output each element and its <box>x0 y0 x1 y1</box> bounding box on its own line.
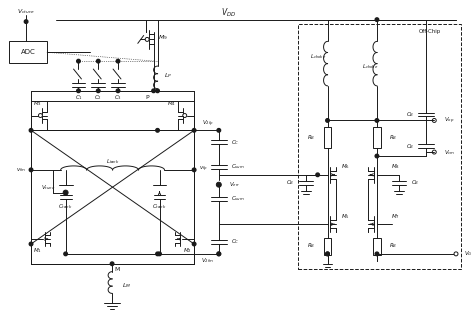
Circle shape <box>63 190 68 195</box>
Text: $C_B$: $C_B$ <box>410 178 419 187</box>
Circle shape <box>29 242 33 246</box>
Circle shape <box>110 262 114 266</box>
Text: $M_6$: $M_6$ <box>341 162 350 171</box>
Text: Off-Chip: Off-Chip <box>419 29 441 34</box>
Text: $R_B$: $R_B$ <box>308 133 316 142</box>
Circle shape <box>375 18 379 22</box>
Text: $C_C$: $C_C$ <box>231 138 239 147</box>
Circle shape <box>192 168 196 171</box>
Text: $C_3$: $C_3$ <box>114 93 122 102</box>
Circle shape <box>316 173 319 177</box>
Text: $M_5$: $M_5$ <box>341 212 350 221</box>
Circle shape <box>156 129 159 132</box>
Circle shape <box>217 252 220 256</box>
Text: $C_B$: $C_B$ <box>406 110 414 119</box>
Circle shape <box>375 119 379 122</box>
Circle shape <box>38 113 42 118</box>
Circle shape <box>156 252 159 256</box>
Text: $V_{2fm}$: $V_{2fm}$ <box>201 256 214 265</box>
Text: ADC: ADC <box>21 49 36 55</box>
Text: P: P <box>146 95 149 100</box>
Text: $C_{sum}$: $C_{sum}$ <box>231 194 245 203</box>
Circle shape <box>64 252 67 256</box>
Text: $M_8$: $M_8$ <box>391 162 400 171</box>
Text: $V_{2fp}$: $V_{2fp}$ <box>202 118 214 128</box>
Text: M: M <box>114 267 120 272</box>
Bar <box>31 101 194 264</box>
Text: $M_7$: $M_7$ <box>391 212 400 221</box>
Text: $V_{tune}$: $V_{tune}$ <box>41 183 55 192</box>
Bar <box>324 238 331 255</box>
Circle shape <box>217 183 220 186</box>
Circle shape <box>158 252 161 256</box>
Circle shape <box>217 252 220 256</box>
Circle shape <box>97 89 100 93</box>
Text: $v_{fm}$: $v_{fm}$ <box>16 166 26 174</box>
Text: $R_B$: $R_B$ <box>308 242 316 250</box>
Circle shape <box>375 252 379 256</box>
Circle shape <box>454 252 458 256</box>
Text: $L_{choke}$: $L_{choke}$ <box>362 61 379 71</box>
Circle shape <box>326 252 329 256</box>
Text: $C_{sum}$: $C_{sum}$ <box>231 162 245 171</box>
Circle shape <box>77 59 80 63</box>
Circle shape <box>64 191 67 194</box>
Text: $C_B$: $C_B$ <box>286 178 294 187</box>
Text: $L_{tank}$: $L_{tank}$ <box>106 158 119 166</box>
Text: $M_9$: $M_9$ <box>157 33 167 42</box>
Circle shape <box>97 59 100 63</box>
Circle shape <box>183 113 187 118</box>
Text: $M_4$: $M_4$ <box>167 99 176 108</box>
Text: $v_{fp}$: $v_{fp}$ <box>199 165 208 174</box>
Circle shape <box>116 59 120 63</box>
Text: $R_B$: $R_B$ <box>389 133 397 142</box>
Text: $V_G$: $V_G$ <box>464 249 473 258</box>
Circle shape <box>192 242 196 246</box>
Bar <box>324 127 331 148</box>
Text: $M_1$: $M_1$ <box>33 246 42 256</box>
Circle shape <box>29 129 33 132</box>
Circle shape <box>29 168 33 171</box>
Circle shape <box>24 20 28 23</box>
Circle shape <box>217 129 220 132</box>
Bar <box>9 42 47 63</box>
Text: $M_2$: $M_2$ <box>183 246 192 256</box>
Circle shape <box>432 150 436 154</box>
Text: $L_M$: $L_M$ <box>122 281 131 290</box>
Circle shape <box>326 252 329 256</box>
Circle shape <box>116 89 120 93</box>
Circle shape <box>77 89 80 93</box>
Circle shape <box>156 89 159 93</box>
Text: $C_{tank}$: $C_{tank}$ <box>58 202 73 211</box>
Text: $V_{cm}$: $V_{cm}$ <box>444 148 456 157</box>
Text: $C_1$: $C_1$ <box>74 93 82 102</box>
Text: $L_P$: $L_P$ <box>164 72 173 81</box>
Circle shape <box>216 182 221 187</box>
Text: $V_{DD}$: $V_{DD}$ <box>221 6 237 19</box>
Bar <box>373 238 381 255</box>
Text: $R_B$: $R_B$ <box>389 242 397 250</box>
Circle shape <box>375 154 379 158</box>
Bar <box>298 23 461 269</box>
Text: $C_{tank}$: $C_{tank}$ <box>152 202 167 211</box>
Text: $V_{op}$: $V_{op}$ <box>444 115 455 126</box>
Text: $L_{choke}$: $L_{choke}$ <box>310 52 326 61</box>
Text: $V_{ctune}$: $V_{ctune}$ <box>17 7 36 16</box>
Text: $M_3$: $M_3$ <box>33 99 42 108</box>
Text: $C_C$: $C_C$ <box>231 237 239 246</box>
Text: $C_2$: $C_2$ <box>94 93 102 102</box>
Text: $C_B$: $C_B$ <box>406 142 414 151</box>
Bar <box>373 127 381 148</box>
Circle shape <box>145 37 149 42</box>
Circle shape <box>152 89 155 93</box>
Circle shape <box>432 119 436 122</box>
Circle shape <box>192 129 196 132</box>
Text: $V_{err}$: $V_{err}$ <box>228 180 240 189</box>
Circle shape <box>326 119 329 122</box>
